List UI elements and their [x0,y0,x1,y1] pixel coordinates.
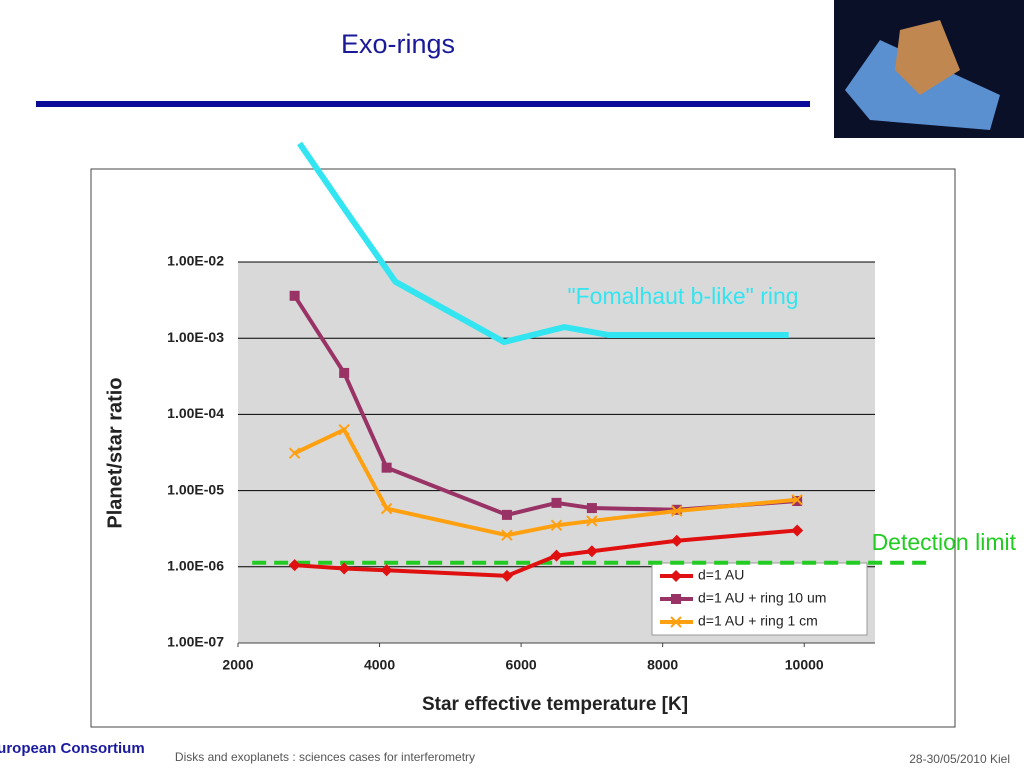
y-tick-label: 1.00E-03 [167,329,224,345]
marker [381,462,392,473]
x-tick-label: 10000 [785,657,824,673]
marker [501,509,512,520]
y-tick-label: 1.00E-05 [167,481,224,497]
marker [791,493,803,506]
footer-center: Disks and exoplanets : sciences cases fo… [175,750,475,764]
series-line [293,427,798,538]
legend: d=1 AU d=1 AU + ring 10 um d=1 AU + ring 1… [651,562,868,636]
legend-label: d=1 AU [698,567,744,583]
y-tick-label: 1.00E-02 [167,253,224,269]
marker [550,519,563,532]
marker [551,497,562,508]
marker [586,515,598,527]
legend-label: d=1 AU + ring 1 cm [698,613,818,629]
y-tick-label: 1.00E-07 [167,634,224,650]
y-axis-label: Planet/star ratio [104,377,126,528]
marker [500,569,513,582]
title-rule [36,101,810,107]
marker [586,503,597,514]
y-tick-label: 1.00E-06 [167,558,224,574]
marker [671,594,681,604]
y-tick-label: 1.00E-04 [167,405,224,421]
marker [670,570,682,582]
marker [288,559,301,572]
annotation-line [297,141,789,346]
x-tick-label: 8000 [647,657,678,673]
series-line [294,528,798,578]
marker [288,447,301,459]
marker [501,529,513,541]
marker [671,505,683,517]
marker [289,290,300,301]
annotation-label: Detection limit [872,529,1017,555]
annotation-label: "Fomalhaut b-like" ring [567,283,798,309]
x-tick-label: 2000 [222,657,253,673]
marker [670,616,682,628]
slide-title: Exo-rings [341,29,455,59]
x-axis-label: Star effective temperature [K] [422,694,688,715]
x-tick-label: 6000 [506,657,537,673]
marker [670,534,683,547]
marker [338,562,351,575]
x-tick-label: 4000 [364,657,395,673]
marker [791,524,804,537]
series-line [292,294,798,517]
marker [338,423,350,436]
marker [585,545,598,558]
marker [380,502,393,515]
marker [550,549,563,562]
telescope-image [834,0,1024,138]
legend-label: d=1 AU + ring 10 um [698,590,826,606]
logo: MIRI European Consortium [0,740,145,757]
marker [339,367,350,378]
marker [380,564,393,577]
footer-right: 28-30/05/2010 Kiel [909,752,1010,766]
